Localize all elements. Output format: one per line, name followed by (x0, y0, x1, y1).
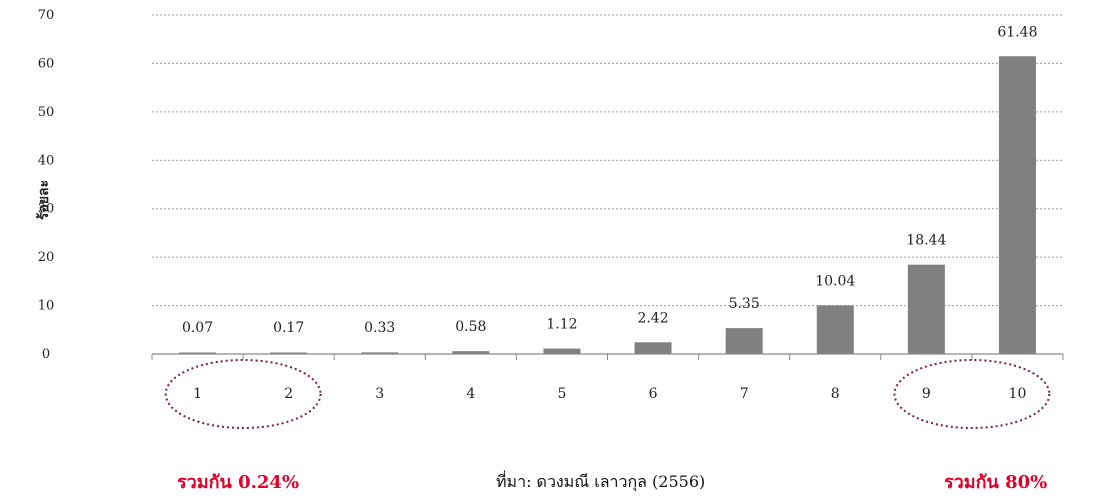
data-label: 0.17 (273, 320, 304, 336)
bar (270, 352, 308, 354)
bar (452, 351, 490, 354)
y-tick-label: 70 (38, 8, 55, 23)
x-tick-label: 10 (1009, 386, 1027, 402)
bars (179, 56, 1036, 355)
highlight-ellipse (893, 359, 1051, 429)
x-tick-label: 2 (284, 386, 293, 402)
gridlines (152, 14, 1063, 307)
data-label: 0.07 (182, 320, 213, 336)
y-tick-label: 30 (38, 202, 55, 217)
bar (816, 305, 854, 354)
highlight-ellipses (164, 359, 1051, 429)
data-label: 2.42 (637, 310, 668, 326)
y-tick-label: 0 (42, 347, 50, 362)
x-tick-label: 4 (466, 386, 475, 402)
x-tick-label: 9 (922, 386, 931, 402)
y-tick-label: 10 (38, 299, 55, 314)
y-tick-label: 40 (38, 153, 55, 168)
bar (634, 342, 672, 354)
x-tick-label: 3 (375, 386, 384, 402)
data-label: 0.33 (364, 320, 395, 336)
y-tick-label: 50 (38, 105, 55, 120)
x-axis: 1 2 3 4 5 6 7 8 9 10 (151, 353, 1064, 402)
x-tick-label: 8 (831, 386, 840, 402)
sum-note-right: รวมกัน 80% (944, 472, 1048, 493)
source-note: ที่มา: ดวงมณี เลาวกุล (2556) (496, 472, 706, 491)
data-label: 61.48 (997, 24, 1037, 40)
sum-note-left: รวมกัน 0.24% (177, 472, 300, 493)
x-tick-label: 6 (649, 386, 658, 402)
data-label: 18.44 (906, 233, 946, 249)
bar (725, 328, 763, 354)
data-label: 1.12 (546, 317, 577, 333)
highlight-ellipse (164, 359, 322, 429)
y-axis-label: ร้อยละ (36, 180, 52, 220)
y-axis-ticks: 0 10 20 30 40 50 60 70 (38, 8, 55, 362)
bar (361, 352, 399, 354)
x-tick-label: 1 (193, 386, 202, 402)
data-label: 5.35 (729, 296, 760, 312)
data-label: 0.58 (455, 319, 486, 335)
y-tick-label: 60 (38, 56, 55, 71)
data-labels: 0.07 0.17 0.33 0.58 1.12 2.42 5.35 10.04 18.44 61… (182, 24, 1038, 336)
bar (998, 56, 1036, 355)
bar (907, 264, 945, 354)
x-tick-label: 5 (557, 386, 566, 402)
data-label: 10.04 (815, 273, 855, 289)
bar (543, 348, 581, 354)
y-tick-label: 20 (38, 250, 55, 265)
x-tick-label: 7 (740, 386, 749, 402)
bar (179, 352, 217, 354)
